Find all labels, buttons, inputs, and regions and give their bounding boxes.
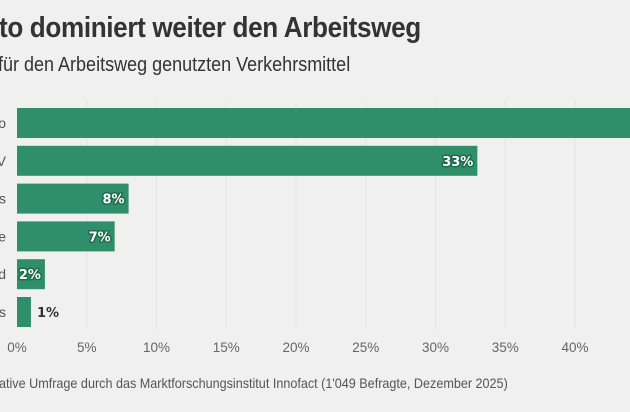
x-tick-label: 0% <box>7 340 27 355</box>
x-tick-label: 15% <box>213 340 240 355</box>
value-label: 8% <box>103 193 125 208</box>
bar <box>17 183 129 214</box>
gridlines <box>86 100 576 330</box>
bar <box>17 259 45 290</box>
x-tick-label: 35% <box>492 340 519 355</box>
source-note: ative Umfrage durch das Marktforschungsi… <box>0 375 508 391</box>
value-label: 1% <box>37 306 59 321</box>
chart-title: to dominiert weiter den Arbeitsweg <box>0 12 421 44</box>
x-axis: 0% 5% 10% 15% 20% 25% 30% 35% 40% <box>7 340 588 355</box>
category-label: o <box>0 115 6 131</box>
bars <box>17 108 630 327</box>
category-label: s <box>0 304 6 320</box>
x-tick-label: 30% <box>422 340 449 355</box>
value-label: 7% <box>89 230 111 245</box>
x-tick-label: 40% <box>561 340 588 355</box>
category-labels: o Vs e d s <box>0 115 7 320</box>
bar <box>17 145 478 176</box>
category-label: e <box>0 228 6 244</box>
category-label: V <box>0 153 7 169</box>
x-tick-label: 10% <box>143 340 170 355</box>
value-labels: 33% 8% 7% 2% 1% <box>17 153 475 321</box>
category-label: d <box>0 266 6 282</box>
value-label: 33% <box>442 155 473 170</box>
x-tick-label: 25% <box>352 340 379 355</box>
x-tick-label: 20% <box>282 340 309 355</box>
x-tick-label: 5% <box>77 340 97 355</box>
chart-subtitle: für den Arbeitsweg genutzten Verkehrsmit… <box>0 54 351 76</box>
bar <box>17 297 31 327</box>
value-label: 2% <box>19 268 41 283</box>
bar <box>17 108 630 138</box>
category-label: s <box>0 191 6 207</box>
bar <box>17 221 115 252</box>
